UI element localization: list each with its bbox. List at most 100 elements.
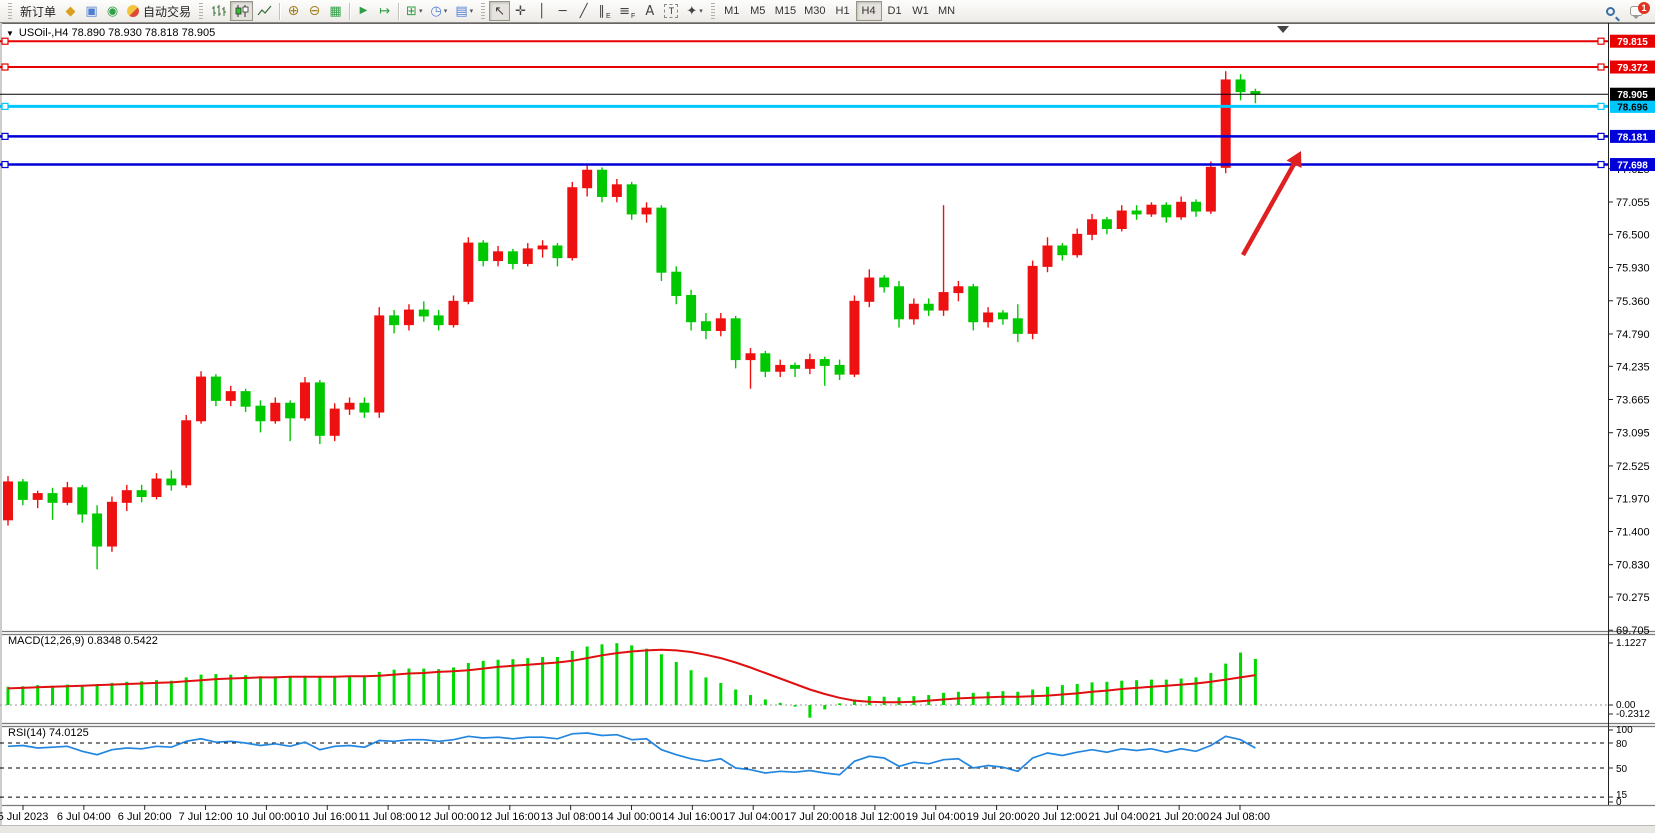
- chart-shift-marker[interactable]: [1277, 26, 1289, 33]
- line-handle[interactable]: [1, 37, 9, 45]
- svg-text:71.970: 71.970: [1616, 493, 1650, 505]
- trendline-icon: ╱: [579, 3, 588, 19]
- chart-area[interactable]: 77.62577.05576.50075.93075.36074.79074.2…: [0, 23, 1655, 833]
- tab-timeframe-m15[interactable]: M15: [771, 1, 800, 21]
- notifications-button[interactable]: 1: [1621, 1, 1651, 21]
- channel-icon: ∥: [598, 3, 606, 19]
- rsi-panel: 100 80 50 150: [0, 725, 1633, 808]
- svg-text:5 Jul 2023: 5 Jul 2023: [0, 811, 48, 823]
- line-handle[interactable]: [1597, 102, 1605, 110]
- tab-timeframe-m5[interactable]: M5: [745, 1, 771, 21]
- periods-button[interactable]: ◷ ▾: [426, 1, 451, 21]
- svg-text:17 Jul 04:00: 17 Jul 04:00: [723, 811, 783, 823]
- chevron-down-icon: ▾: [443, 7, 448, 15]
- svg-text:0.00: 0.00: [1616, 700, 1636, 711]
- tab-timeframe-d1[interactable]: D1: [882, 1, 908, 21]
- arrows-button[interactable]: ✦ ▾: [682, 1, 706, 21]
- svg-text:77.698: 77.698: [1617, 161, 1648, 172]
- price-chart-svg[interactable]: 77.62577.05576.50075.93075.36074.79074.2…: [0, 23, 1655, 833]
- templates-button[interactable]: ▤ ▾: [451, 1, 477, 21]
- tab-timeframe-h1[interactable]: H1: [830, 1, 856, 21]
- line-handle[interactable]: [1597, 132, 1605, 140]
- text-label-button[interactable]: T: [660, 1, 682, 21]
- svg-text:75.360: 75.360: [1616, 296, 1650, 308]
- bar-chart-button[interactable]: [207, 1, 230, 21]
- svg-text:50: 50: [1616, 764, 1628, 775]
- svg-text:6 Jul 04:00: 6 Jul 04:00: [57, 811, 111, 823]
- auto-scroll-button[interactable]: ▶: [353, 1, 374, 21]
- svg-text:12 Jul 00:00: 12 Jul 00:00: [419, 811, 479, 823]
- new-order-button[interactable]: 新订单: [16, 1, 60, 21]
- tab-timeframe-w1[interactable]: W1: [908, 1, 934, 21]
- svg-text:11 Jul 08:00: 11 Jul 08:00: [359, 811, 418, 823]
- channel-button[interactable]: ∥ E: [594, 1, 615, 21]
- toolbar-grip: [199, 3, 204, 19]
- svg-text:14 Jul 00:00: 14 Jul 00:00: [602, 811, 662, 823]
- bar-chart-icon: [212, 5, 227, 16]
- auto-scroll-icon: ▶: [359, 5, 368, 16]
- candlestick-chart-button[interactable]: [230, 1, 254, 21]
- svg-text:0: 0: [1616, 797, 1622, 808]
- line-handle[interactable]: [1, 102, 9, 110]
- macd-indicator-label: MACD(12,26,9) 0.8348 0.5422: [8, 635, 158, 647]
- vertical-line-button[interactable]: │: [531, 1, 552, 21]
- horizontal-level-lines: [0, 37, 1608, 169]
- horizontal-line-button[interactable]: ─: [552, 1, 573, 21]
- svg-text:74.790: 74.790: [1616, 329, 1650, 341]
- tile-windows-button[interactable]: ▦: [325, 1, 346, 21]
- cursor-button[interactable]: ↖: [489, 1, 511, 21]
- signal-icon: ◉: [106, 3, 119, 19]
- fibonacci-icon: ≡: [619, 3, 631, 19]
- chevron-down-icon: ▾: [418, 7, 423, 15]
- svg-text:19 Jul 20:00: 19 Jul 20:00: [967, 811, 1027, 823]
- toolbar-separator: [398, 2, 400, 20]
- crosshair-button[interactable]: ✛: [510, 1, 531, 21]
- svg-text:15: 15: [1616, 790, 1628, 801]
- chevron-down-icon: ▾: [699, 7, 703, 15]
- macd-panel: 1.1227 0.00-0.2312: [0, 638, 1650, 720]
- tab-timeframe-h4[interactable]: H4: [855, 1, 882, 21]
- tab-timeframe-mn[interactable]: MN: [934, 1, 960, 21]
- svg-text:10 Jul 16:00: 10 Jul 16:00: [297, 811, 357, 823]
- toolbar: 新订单 ◆ ▣ ◉ 自动交易 ⊕ ⊖ ▦: [0, 0, 1655, 23]
- chart-shift-button[interactable]: ↦: [374, 1, 395, 21]
- line-handle[interactable]: [1, 132, 9, 140]
- trendline-button[interactable]: ╱: [573, 1, 594, 21]
- zoom-out-button[interactable]: ⊖: [304, 1, 325, 21]
- svg-text:78.696: 78.696: [1617, 102, 1648, 113]
- line-handle[interactable]: [1, 160, 9, 169]
- svg-text:70.275: 70.275: [1616, 592, 1650, 604]
- line-handle[interactable]: [1597, 37, 1605, 45]
- autotrade-button[interactable]: 自动交易: [123, 1, 195, 21]
- svg-text:18 Jul 12:00: 18 Jul 12:00: [845, 811, 905, 823]
- line-handle[interactable]: [1597, 63, 1605, 71]
- tab-timeframe-m1[interactable]: M1: [719, 1, 745, 21]
- tab-timeframe-m30[interactable]: M30: [800, 1, 829, 21]
- svg-text:21 Jul 04:00: 21 Jul 04:00: [1088, 811, 1148, 823]
- svg-text:20 Jul 12:00: 20 Jul 12:00: [1027, 811, 1087, 823]
- svg-text:7 Jul 12:00: 7 Jul 12:00: [179, 811, 233, 823]
- gold-diamond-icon: ◆: [65, 3, 76, 19]
- svg-text:69.705: 69.705: [1616, 625, 1650, 637]
- svg-text:73.665: 73.665: [1616, 395, 1650, 407]
- zoom-in-button[interactable]: ⊕: [283, 1, 304, 21]
- svg-text:76.500: 76.500: [1616, 229, 1650, 241]
- trend-arrow[interactable]: [1241, 151, 1302, 257]
- indicators-button[interactable]: ⊞ ▾: [402, 1, 426, 21]
- svg-text:21 Jul 20:00: 21 Jul 20:00: [1149, 811, 1209, 823]
- terminal-button[interactable]: ▣: [81, 1, 102, 21]
- line-handle[interactable]: [1597, 160, 1605, 169]
- signal-button[interactable]: ◉: [102, 1, 123, 21]
- zoom-in-icon: ⊕: [287, 3, 300, 19]
- svg-text:73.095: 73.095: [1616, 428, 1650, 440]
- gold-package-button[interactable]: ◆: [60, 1, 81, 21]
- svg-text:77.055: 77.055: [1616, 197, 1650, 209]
- toolbar-grip: [481, 3, 486, 19]
- fibonacci-button[interactable]: ≡ F: [615, 1, 639, 21]
- search-button[interactable]: [1600, 1, 1621, 21]
- text-button[interactable]: A: [639, 1, 660, 21]
- chart-title-text: USOil-,H4 78.890 78.930 78.818 78.905: [18, 27, 216, 39]
- line-handle[interactable]: [1, 63, 9, 71]
- line-chart-button[interactable]: [253, 1, 276, 21]
